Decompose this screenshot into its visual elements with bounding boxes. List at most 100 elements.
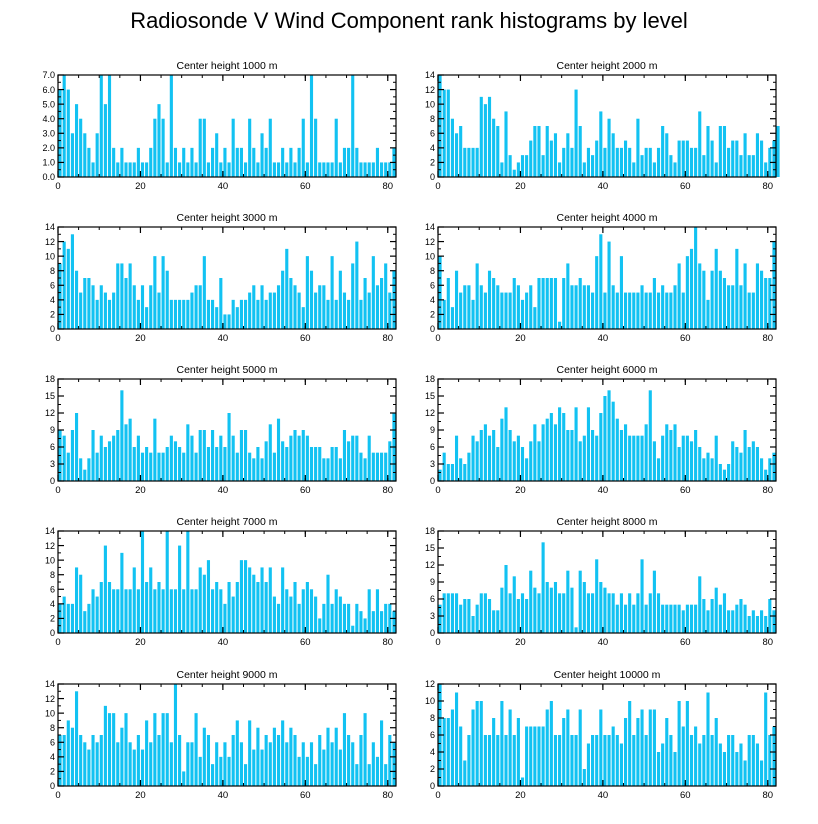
histogram-bar <box>751 292 755 329</box>
histogram-bar <box>359 299 363 329</box>
histogram-bar <box>718 743 722 786</box>
y-tick-label: 6 <box>50 737 55 747</box>
histogram-bar <box>388 292 392 329</box>
histogram-bar <box>541 542 545 633</box>
histogram-bar <box>375 147 380 177</box>
x-tick-label: 60 <box>300 790 311 801</box>
x-tick-label: 40 <box>218 637 229 648</box>
histogram-bar <box>120 263 124 329</box>
x-tick-label: 80 <box>382 790 393 801</box>
histogram-bar <box>202 430 206 481</box>
histogram-bar <box>95 133 99 177</box>
histogram-bar <box>252 147 256 177</box>
y-tick-label: 10 <box>425 99 435 109</box>
histogram-bar <box>145 162 149 177</box>
histogram-bar <box>293 162 297 177</box>
histogram-bar <box>595 559 599 633</box>
histogram-bar <box>223 147 227 177</box>
histogram-bar <box>553 278 558 329</box>
histogram-bar <box>243 430 248 481</box>
histogram-bar <box>454 133 459 177</box>
histogram-bar <box>710 735 714 786</box>
y-tick-label: 6 <box>430 280 435 290</box>
histogram-bar <box>685 435 689 481</box>
histogram-bar <box>739 155 743 177</box>
histogram-bar <box>574 89 578 177</box>
histogram-bar <box>235 147 239 177</box>
histogram-bar <box>714 162 718 177</box>
y-tick-label: 6 <box>430 594 435 604</box>
histogram-bar <box>566 570 570 633</box>
histogram-bar <box>140 749 145 786</box>
histogram-bar <box>178 545 182 633</box>
x-tick-label: 0 <box>435 333 440 344</box>
histogram-bar <box>384 452 388 481</box>
histogram-bar <box>297 756 301 786</box>
histogram-bar <box>508 709 512 786</box>
histogram-bar <box>706 610 710 633</box>
histogram-bar <box>656 147 661 177</box>
histogram-bar <box>496 735 500 786</box>
histogram-bar <box>512 441 516 481</box>
histogram-bar <box>479 285 483 329</box>
histogram-bar <box>450 709 454 786</box>
histogram-bar <box>211 589 215 633</box>
y-tick-label: 0 <box>50 628 55 638</box>
y-tick-label: 9 <box>430 577 435 587</box>
x-tick-label: 20 <box>135 485 146 496</box>
histogram-bar <box>157 582 161 633</box>
histogram-bar <box>673 285 677 329</box>
x-tick-label: 40 <box>218 485 229 496</box>
histogram-bar <box>512 735 516 786</box>
y-tick-label: 3 <box>430 459 435 469</box>
y-tick-label: 7.0 <box>42 70 55 80</box>
panel-title: Center height 5000 m <box>177 364 278 376</box>
histogram-bar <box>525 292 529 329</box>
histogram-bar <box>309 270 314 329</box>
histogram-bar <box>483 292 487 329</box>
histogram-bar <box>239 430 243 481</box>
histogram-bar <box>227 756 231 786</box>
histogram-bar <box>66 248 70 329</box>
y-tick-label: 15 <box>45 391 55 401</box>
histogram-bar <box>330 162 334 177</box>
y-tick-label: 14 <box>45 679 55 689</box>
histogram-bar <box>669 735 673 786</box>
histogram-bar <box>243 560 248 633</box>
histogram-bar <box>103 545 107 633</box>
histogram-bar <box>450 307 454 329</box>
x-tick-label: 80 <box>382 181 393 192</box>
histogram-bar <box>586 407 591 481</box>
histogram-bar <box>727 285 731 329</box>
histogram-bar <box>644 292 648 329</box>
histogram-bar <box>492 118 496 177</box>
histogram-bar <box>743 760 747 786</box>
y-tick-label: 6 <box>50 584 55 594</box>
histogram-bar <box>706 692 710 786</box>
y-tick-label: 9 <box>50 425 55 435</box>
histogram-bar <box>689 248 694 329</box>
histogram-bar <box>636 593 640 633</box>
histogram-bar <box>301 307 305 329</box>
histogram-bar <box>541 278 545 329</box>
histogram-bar <box>87 278 91 329</box>
histogram-bar <box>438 469 442 481</box>
histogram-bar <box>591 155 595 177</box>
histogram-bar <box>169 435 173 481</box>
histogram-bar <box>463 285 467 329</box>
histogram-bar <box>718 604 722 633</box>
histogram-bar <box>301 118 305 177</box>
histogram-bar <box>347 735 351 786</box>
histogram-bar <box>479 593 483 633</box>
histogram-bar <box>520 299 525 329</box>
histogram-bar <box>301 742 305 786</box>
histogram-panel: Center height 8000 m 0 20 40 60 80 0 3 6 9 12 15 18 <box>425 516 777 648</box>
histogram-bar <box>116 263 120 329</box>
y-tick-label: 2 <box>50 614 55 624</box>
y-tick-label: 4 <box>430 143 435 153</box>
histogram-bar <box>388 162 392 177</box>
histogram-bar <box>747 447 751 481</box>
histogram-bar <box>190 435 194 481</box>
histogram-bar <box>363 278 367 329</box>
histogram-bar <box>599 709 603 786</box>
